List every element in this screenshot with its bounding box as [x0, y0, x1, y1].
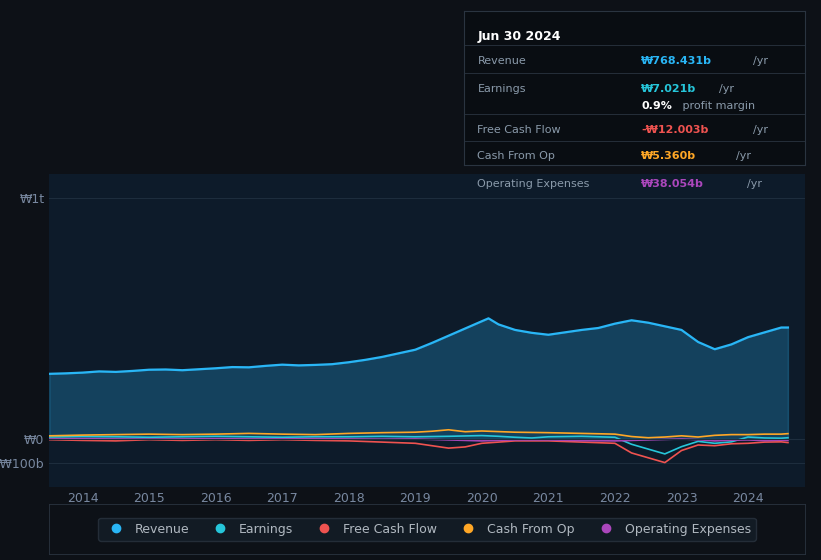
Text: profit margin: profit margin — [678, 101, 754, 110]
Text: /yr: /yr — [754, 125, 768, 135]
Text: Cash From Op: Cash From Op — [478, 151, 555, 161]
Text: /yr: /yr — [736, 151, 751, 161]
Text: ₩38.054b: ₩38.054b — [641, 179, 704, 189]
Text: ₩5.360b: ₩5.360b — [641, 151, 696, 161]
Legend: Revenue, Earnings, Free Cash Flow, Cash From Op, Operating Expenses: Revenue, Earnings, Free Cash Flow, Cash … — [98, 517, 756, 541]
Text: Operating Expenses: Operating Expenses — [478, 179, 589, 189]
Text: /yr: /yr — [754, 56, 768, 66]
Text: /yr: /yr — [746, 179, 762, 189]
Text: 0.9%: 0.9% — [641, 101, 672, 110]
Text: Revenue: Revenue — [478, 56, 526, 66]
Text: ₩7.021b: ₩7.021b — [641, 83, 696, 94]
Text: ₩768.431b: ₩768.431b — [641, 56, 712, 66]
Text: Jun 30 2024: Jun 30 2024 — [478, 30, 561, 43]
Text: -₩12.003b: -₩12.003b — [641, 125, 709, 135]
Text: Earnings: Earnings — [478, 83, 526, 94]
Text: /yr: /yr — [719, 83, 735, 94]
Text: Free Cash Flow: Free Cash Flow — [478, 125, 561, 135]
